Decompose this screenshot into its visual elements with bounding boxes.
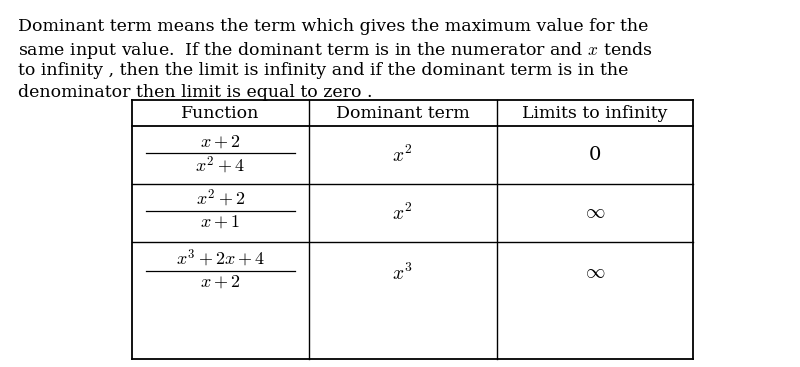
Text: same input value.  If the dominant term is in the numerator and $x$ tends: same input value. If the dominant term i…	[18, 40, 653, 61]
Text: $x^3+2x+4$: $x^3+2x+4$	[175, 248, 265, 269]
Text: Function: Function	[181, 105, 259, 121]
Text: Dominant term: Dominant term	[336, 105, 470, 121]
Text: $x^2$: $x^2$	[393, 202, 413, 224]
Text: $x^2+2$: $x^2+2$	[196, 188, 245, 209]
Text: $x^2+4$: $x^2+4$	[195, 155, 246, 176]
Text: denominator then limit is equal to zero .: denominator then limit is equal to zero …	[18, 84, 373, 101]
Text: to infinity , then the limit is infinity and if the dominant term is in the: to infinity , then the limit is infinity…	[18, 62, 628, 79]
Text: $x+2$: $x+2$	[200, 133, 241, 151]
Text: Limits to infinity: Limits to infinity	[522, 105, 667, 121]
Text: $\infty$: $\infty$	[585, 204, 605, 222]
Text: $x^3$: $x^3$	[392, 262, 413, 284]
Text: $x+2$: $x+2$	[200, 273, 241, 291]
Text: Dominant term means the term which gives the maximum value for the: Dominant term means the term which gives…	[18, 18, 648, 35]
Text: $x^2$: $x^2$	[393, 144, 413, 166]
Text: $x+1$: $x+1$	[200, 213, 241, 231]
Text: 0: 0	[589, 146, 601, 164]
Text: $\infty$: $\infty$	[585, 264, 605, 282]
